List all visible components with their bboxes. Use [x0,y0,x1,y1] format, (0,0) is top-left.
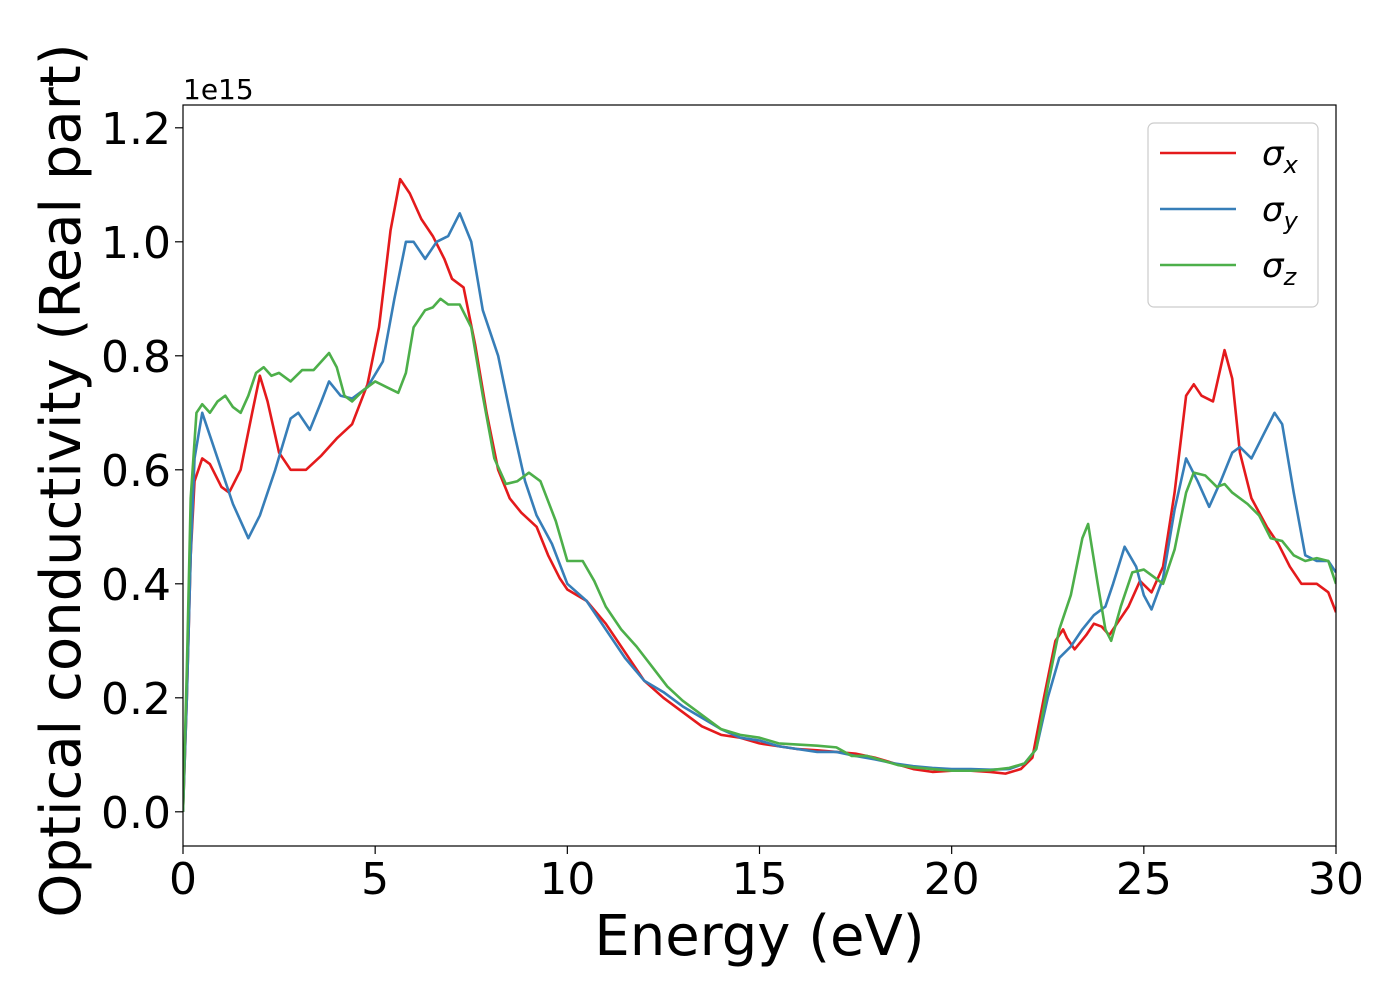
y-tick-label: 1.2 [101,104,171,155]
legend: σx σy σz [1147,122,1319,308]
series-layer [183,177,1336,812]
y-tick-label: 0.0 [101,788,171,839]
y-tick-label: 0.4 [101,560,171,611]
y-tick-label: 0.8 [101,332,171,383]
x-tick-label: 15 [732,854,788,905]
legend-label-y: σy [1262,190,1299,235]
y-axis-title: Optical conductivity (Real part) [29,43,94,917]
x-tick-label: 25 [1116,854,1172,905]
legend-label-x: σx [1262,134,1299,179]
legend-box [1147,122,1319,308]
series-line-y [183,212,1336,812]
x-tick-label: 30 [1308,854,1364,905]
y-offset-label: 1e15 [183,73,254,106]
x-tick-label: 20 [924,854,980,905]
series-line-z [183,297,1336,812]
y-tick-label: 1.0 [101,218,171,269]
axis-ticks: 0 5 10 15 20 25 30 0.0 0.2 0.4 0.6 0.8 1.0 1.2 [101,104,1364,905]
x-tick-label: 0 [169,854,197,905]
legend-label-z: σz [1262,246,1298,291]
x-axis-title: Energy (eV) [594,904,924,969]
x-tick-label: 5 [361,854,389,905]
y-tick-label: 0.2 [101,674,171,725]
series-line-x [183,177,1336,812]
y-tick-label: 0.6 [101,446,171,497]
x-tick-label: 10 [539,854,595,905]
